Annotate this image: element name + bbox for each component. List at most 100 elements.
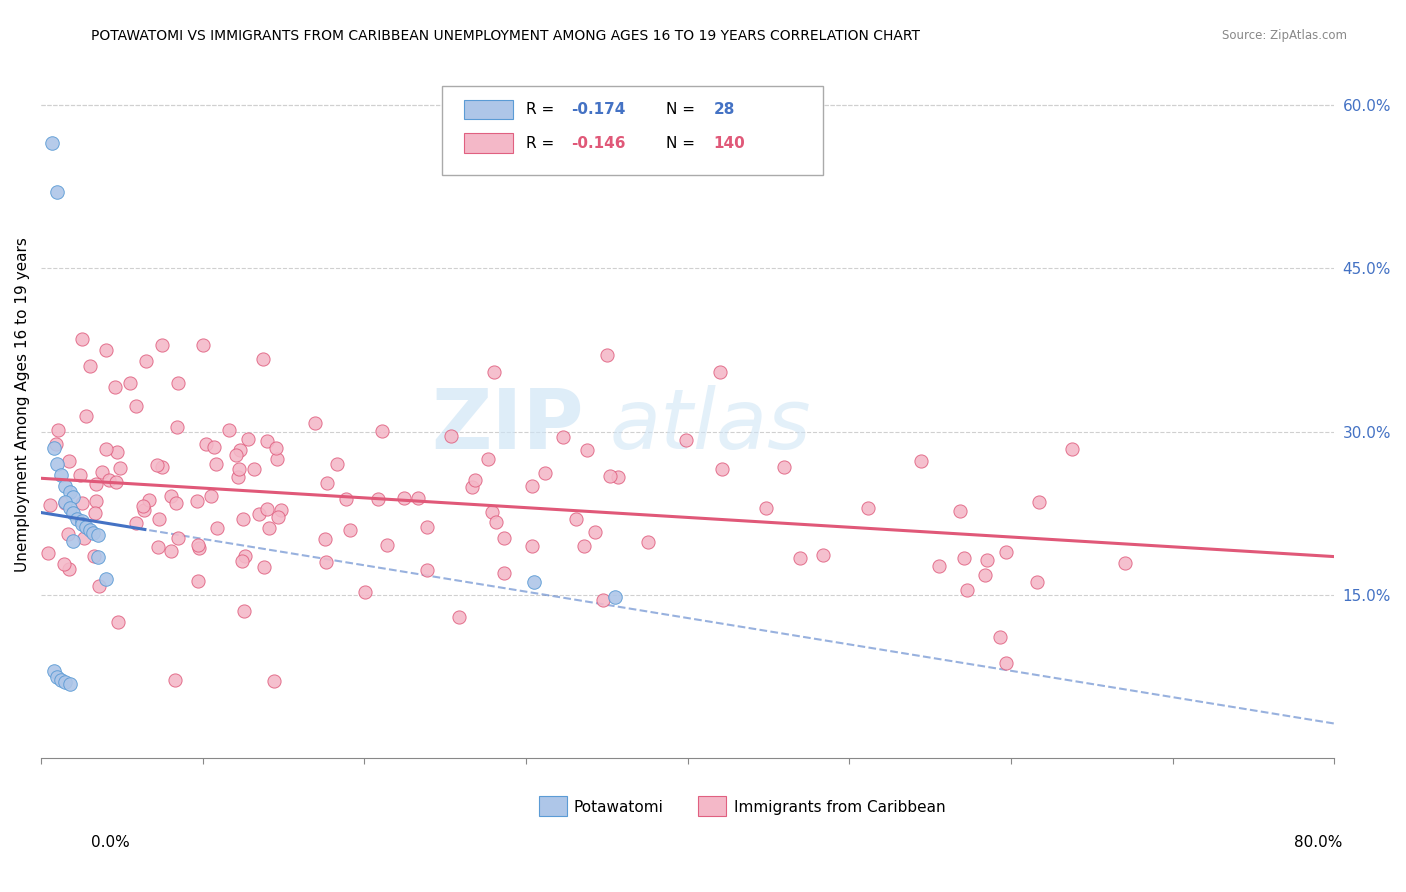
Point <box>70 514 93 528</box>
Point <box>335 492 357 507</box>
Point <box>229 442 252 457</box>
Point <box>416 563 439 577</box>
Point <box>315 555 337 569</box>
Point <box>231 554 253 568</box>
Bar <box>464 100 513 120</box>
Point <box>138 493 160 508</box>
Point <box>150 337 173 351</box>
Point <box>367 492 389 507</box>
Point <box>187 574 209 588</box>
Point <box>974 568 997 582</box>
Point <box>232 512 254 526</box>
Point <box>159 489 181 503</box>
Point <box>811 549 834 563</box>
Point <box>38 498 60 512</box>
Point <box>148 512 170 526</box>
Point <box>858 501 880 516</box>
Point <box>256 434 278 449</box>
Point <box>253 560 276 574</box>
Point <box>485 515 508 529</box>
Point <box>606 469 628 483</box>
Point <box>994 657 1017 671</box>
Point <box>166 531 188 545</box>
Text: 0.0%: 0.0% <box>91 836 131 850</box>
Point <box>132 502 155 516</box>
Point <box>202 440 225 454</box>
Point <box>135 354 157 368</box>
Point <box>565 512 588 526</box>
Point <box>375 538 398 552</box>
Point <box>233 604 256 618</box>
Point <box>205 521 228 535</box>
Point <box>87 579 110 593</box>
Point <box>406 491 429 506</box>
Point <box>118 376 141 390</box>
Point <box>225 449 247 463</box>
Point <box>73 531 96 545</box>
Point <box>574 539 596 553</box>
Point <box>62 533 84 548</box>
Point <box>62 506 84 520</box>
Point <box>976 553 998 567</box>
Point <box>304 416 326 430</box>
Text: R =: R = <box>526 102 560 117</box>
Point <box>464 473 486 487</box>
Point <box>83 549 105 564</box>
Point <box>166 419 188 434</box>
Point <box>948 504 970 518</box>
Point <box>150 459 173 474</box>
Point <box>637 535 659 549</box>
Point <box>58 526 80 541</box>
Point <box>583 524 606 539</box>
Point <box>772 460 794 475</box>
Point <box>520 539 543 553</box>
Point <box>132 499 155 513</box>
Point <box>460 480 482 494</box>
Point <box>97 473 120 487</box>
Point <box>1114 556 1136 570</box>
Point <box>86 528 108 542</box>
Point <box>105 445 128 459</box>
Point <box>90 465 112 479</box>
Point <box>46 670 69 684</box>
Point <box>256 502 278 516</box>
Point <box>146 540 169 554</box>
Point <box>187 539 209 553</box>
Point <box>58 453 80 467</box>
Point <box>37 546 59 560</box>
Point <box>928 558 950 573</box>
Point <box>53 496 76 510</box>
Point <box>264 441 287 455</box>
Y-axis label: Unemployment Among Ages 16 to 19 years: Unemployment Among Ages 16 to 19 years <box>15 237 30 572</box>
Point <box>711 462 734 476</box>
Point <box>988 630 1011 644</box>
Point <box>82 525 104 540</box>
Point <box>494 566 516 580</box>
Point <box>159 544 181 558</box>
Point <box>592 592 614 607</box>
Point <box>520 479 543 493</box>
Text: Potawatomi: Potawatomi <box>574 799 664 814</box>
Point <box>353 585 375 599</box>
Bar <box>464 134 513 153</box>
Point <box>315 476 337 491</box>
Point <box>75 520 97 534</box>
Point <box>200 489 222 503</box>
Point <box>79 523 101 537</box>
Point <box>267 510 290 524</box>
Point <box>551 430 574 444</box>
Point <box>66 512 89 526</box>
Point <box>186 494 208 508</box>
Point <box>675 433 697 447</box>
Point <box>228 462 250 476</box>
Point <box>482 365 505 379</box>
Point <box>70 517 93 532</box>
Point <box>94 343 117 357</box>
Point <box>84 476 107 491</box>
Point <box>492 531 515 545</box>
Point <box>42 441 65 455</box>
Text: R =: R = <box>526 136 560 151</box>
Point <box>124 516 146 530</box>
Point <box>1026 575 1049 590</box>
Point <box>53 557 76 571</box>
